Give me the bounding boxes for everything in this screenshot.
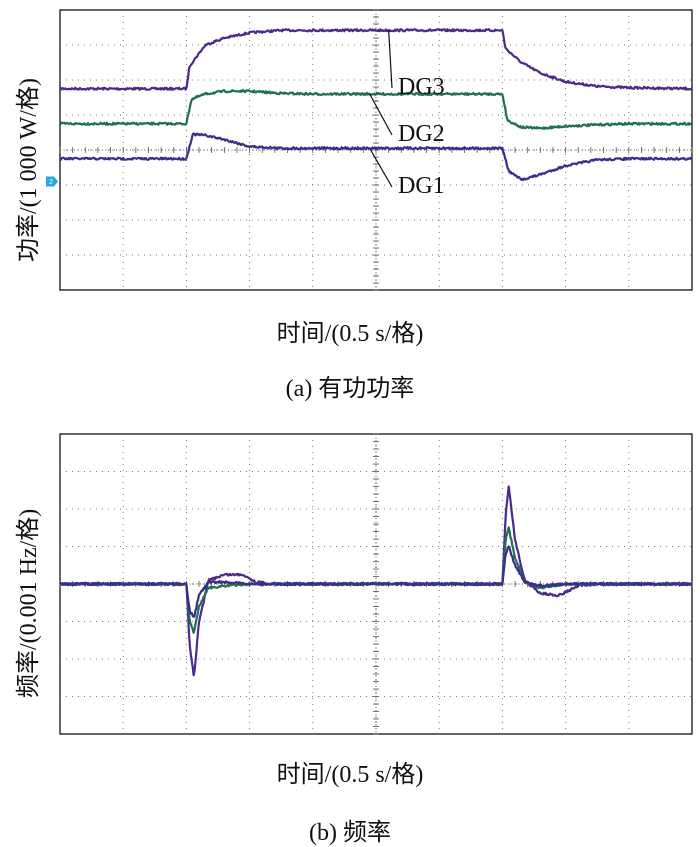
annotation-leader-dg1 bbox=[369, 147, 393, 188]
annotation-leader-dg2 bbox=[369, 93, 393, 136]
caption-b: (b) 频率 bbox=[309, 820, 391, 846]
chart-panel-active-power: DG3 DG2 DG1 2 功率/(1 000 W/格) 时间/(0.5 s/格) (… bbox=[0, 0, 700, 410]
x-axis-label-b: 时间/(0.5 s/格) bbox=[276, 762, 424, 788]
oscilloscope-plot-a: DG3 DG2 DG1 2 bbox=[46, 9, 693, 291]
y-axis-label-a: 功率/(1 000 W/格) bbox=[16, 78, 42, 262]
y-axis-label-b: 频率/(0.001 Hz/格) bbox=[16, 508, 42, 698]
annotation-leader-dg3 bbox=[388, 30, 393, 89]
channel-marker-label: 2 bbox=[49, 179, 53, 186]
chart-panel-frequency: 频率/(0.001 Hz/格) 时间/(0.5 s/格) (b) 频率 bbox=[0, 420, 700, 846]
caption-a: (a) 有功功率 bbox=[285, 376, 415, 402]
series-label-dg3: DG3 bbox=[398, 74, 445, 100]
series-line-dg3 bbox=[59, 28, 693, 91]
series-label-dg1: DG1 bbox=[398, 173, 445, 199]
channel-marker-icon: 2 bbox=[46, 176, 58, 187]
oscilloscope-plot-b bbox=[59, 433, 693, 735]
x-axis-label-a: 时间/(0.5 s/格) bbox=[276, 321, 424, 347]
series-line-dg2 bbox=[59, 89, 693, 130]
channel-marker-shape bbox=[46, 176, 58, 187]
series-line-dg1 bbox=[59, 132, 693, 182]
series-line-2 bbox=[59, 545, 693, 618]
series-label-dg2: DG2 bbox=[398, 121, 445, 147]
